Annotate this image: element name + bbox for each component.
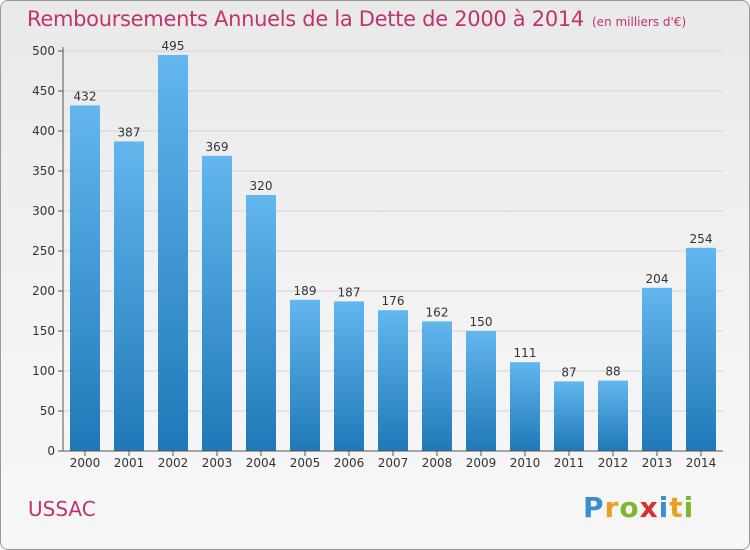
y-tick-label: 300	[32, 204, 55, 218]
x-tick-label: 2006	[334, 456, 365, 470]
x-tick-label: 2003	[202, 456, 233, 470]
data-label: 87	[561, 365, 576, 379]
x-tick-label: 2008	[422, 456, 453, 470]
data-label: 432	[74, 89, 97, 103]
data-label: 88	[605, 365, 620, 379]
x-tick-label: 2013	[642, 456, 673, 470]
x-tick-label: 2001	[114, 456, 145, 470]
data-label: 254	[690, 232, 713, 246]
x-tick-label: 2007	[378, 456, 409, 470]
y-tick-label: 150	[32, 324, 55, 338]
data-label: 369	[206, 140, 229, 154]
logo-letter: t	[669, 491, 684, 524]
data-label: 189	[294, 284, 317, 298]
logo-letter: o	[619, 491, 640, 524]
bar	[290, 299, 320, 451]
logo-letter: P	[583, 491, 605, 524]
bar-layer: 432 387 495 369 320 189 187 176 162 150 111 87 88 204…	[70, 39, 716, 452]
data-label: 162	[426, 305, 449, 319]
y-tick-label: 450	[32, 84, 55, 98]
bar	[202, 155, 232, 452]
x-tick-label: 2012	[598, 456, 629, 470]
data-label: 187	[338, 285, 361, 299]
y-tick-label: 100	[32, 364, 55, 378]
bar	[422, 321, 452, 451]
bar	[466, 331, 496, 451]
data-label: 150	[470, 315, 493, 329]
logo-letter: x	[639, 491, 659, 524]
x-tick-label: 2000	[70, 456, 101, 470]
chart-title: Remboursements Annuels de la Dette de 20…	[27, 7, 584, 31]
x-tick-label: 2010	[510, 456, 541, 470]
chart-unit: (en milliers d'€)	[592, 15, 687, 29]
y-tick-label: 250	[32, 244, 55, 258]
data-label: 176	[382, 294, 405, 308]
logo-letter: i	[658, 491, 670, 524]
y-tick-label: 350	[32, 164, 55, 178]
proxiti-logo: Proxiti	[583, 491, 694, 524]
y-tick-label: 0	[47, 444, 55, 458]
bar	[554, 381, 584, 451]
title-row: Remboursements Annuels de la Dette de 20…	[27, 7, 686, 31]
bar	[642, 287, 672, 451]
x-tick-label: 2005	[290, 456, 321, 470]
y-tick-label: 50	[40, 404, 55, 418]
x-tick-label: 2011	[554, 456, 585, 470]
x-tick-label: 2014	[686, 456, 717, 470]
bar	[378, 310, 408, 451]
bar	[686, 247, 716, 451]
data-label: 495	[162, 39, 185, 53]
x-tick-label: 2004	[246, 456, 277, 470]
commune-name: USSAC	[28, 497, 96, 521]
axis-layer: 0 50 100 150 200 250 300 350 400 450 500 2000 2001 20…	[32, 44, 723, 470]
data-label: 320	[250, 179, 273, 193]
bar	[246, 195, 276, 451]
data-label: 387	[118, 125, 141, 139]
bar	[158, 55, 188, 451]
logo-letter: i	[683, 491, 695, 524]
bar	[334, 301, 364, 451]
logo-letter: r	[604, 491, 620, 524]
data-label: 204	[646, 272, 669, 286]
bar	[114, 141, 144, 451]
y-tick-label: 400	[32, 124, 55, 138]
x-tick-label: 2009	[466, 456, 497, 470]
bar	[510, 362, 540, 451]
y-tick-label: 500	[32, 44, 55, 58]
bar	[598, 380, 628, 451]
bar	[70, 105, 100, 452]
x-tick-label: 2002	[158, 456, 189, 470]
data-label: 111	[514, 346, 537, 360]
y-tick-label: 200	[32, 284, 55, 298]
